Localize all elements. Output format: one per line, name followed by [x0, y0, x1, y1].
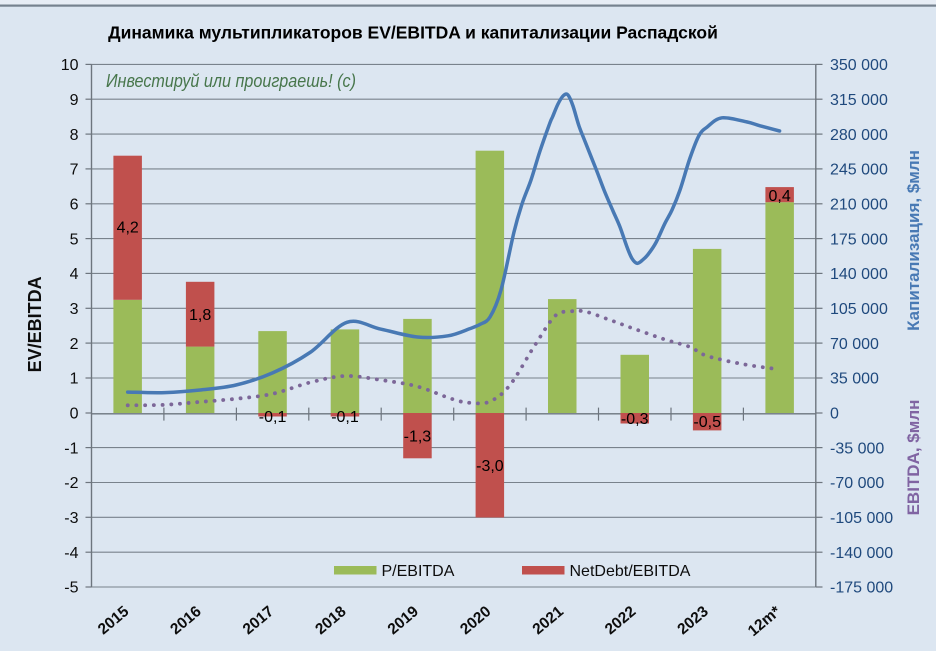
svg-text:245 000: 245 000 — [830, 162, 888, 179]
svg-text:-70 000: -70 000 — [830, 475, 884, 492]
svg-text:-1: -1 — [64, 440, 78, 457]
svg-text:-105 000: -105 000 — [830, 510, 893, 527]
svg-text:210 000: 210 000 — [830, 197, 888, 214]
svg-text:-4: -4 — [64, 545, 78, 562]
svg-text:P/EBITDA: P/EBITDA — [382, 563, 455, 580]
svg-text:70 000: 70 000 — [830, 336, 879, 353]
svg-text:-35 000: -35 000 — [830, 440, 884, 457]
svg-text:0,4: 0,4 — [768, 188, 790, 205]
svg-text:-5: -5 — [64, 580, 78, 597]
svg-text:-175 000: -175 000 — [830, 580, 893, 597]
svg-text:-140 000: -140 000 — [830, 545, 893, 562]
svg-text:-0,3: -0,3 — [621, 411, 649, 428]
svg-text:5: 5 — [70, 231, 79, 248]
svg-text:2: 2 — [70, 336, 79, 353]
svg-text:6: 6 — [70, 197, 79, 214]
svg-text:1: 1 — [70, 371, 79, 388]
svg-text:280 000: 280 000 — [830, 127, 888, 144]
svg-text:EBITDA, $млн: EBITDA, $млн — [904, 400, 923, 516]
svg-text:-1,3: -1,3 — [404, 428, 432, 445]
svg-text:-2: -2 — [64, 475, 78, 492]
svg-text:4: 4 — [70, 266, 79, 283]
svg-text:Инвестируй или проиграешь! (с): Инвестируй или проиграешь! (с) — [106, 71, 356, 91]
svg-text:35 000: 35 000 — [830, 371, 879, 388]
svg-text:175 000: 175 000 — [830, 231, 888, 248]
svg-text:105 000: 105 000 — [830, 301, 888, 318]
svg-text:140 000: 140 000 — [830, 266, 888, 283]
svg-text:-0,1: -0,1 — [259, 409, 287, 426]
svg-text:Динамика мультипликаторов EV/E: Динамика мультипликаторов EV/EBITDA и ка… — [108, 23, 718, 43]
svg-text:9: 9 — [70, 92, 79, 109]
svg-text:Капитализация, $млн: Капитализация, $млн — [904, 150, 923, 331]
svg-text:NetDebt/EBITDA: NetDebt/EBITDA — [570, 563, 691, 580]
svg-text:-3: -3 — [64, 510, 78, 527]
svg-text:-0,5: -0,5 — [693, 414, 721, 431]
svg-text:0: 0 — [830, 406, 839, 423]
svg-text:0: 0 — [70, 406, 79, 423]
svg-text:10: 10 — [61, 57, 79, 74]
svg-text:8: 8 — [70, 127, 79, 144]
svg-text:4,2: 4,2 — [117, 219, 139, 236]
svg-text:-0,1: -0,1 — [331, 409, 359, 426]
svg-text:350 000: 350 000 — [830, 57, 888, 74]
svg-text:EV/EBITDA: EV/EBITDA — [25, 276, 45, 372]
svg-text:3: 3 — [70, 301, 79, 318]
svg-text:-3,0: -3,0 — [476, 458, 504, 475]
svg-text:7: 7 — [70, 162, 79, 179]
svg-text:1,8: 1,8 — [189, 307, 211, 324]
svg-text:315 000: 315 000 — [830, 92, 888, 109]
